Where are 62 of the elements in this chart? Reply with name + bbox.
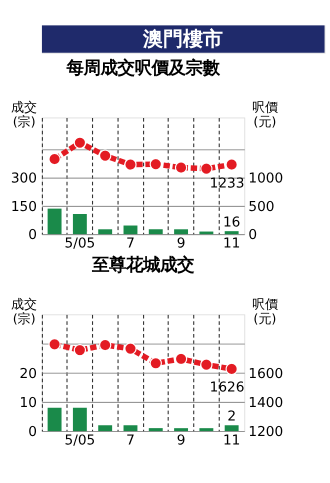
bar (98, 229, 112, 234)
y2-tick-label: 1200 (248, 424, 284, 440)
y-tick-label: 20 (20, 366, 37, 382)
x-tick-label: 7 (126, 235, 135, 252)
point (174, 161, 188, 174)
bar (72, 408, 87, 432)
bar (72, 214, 87, 234)
bar (224, 425, 239, 432)
chart-title: 澳門樓市 (142, 26, 224, 50)
y2-tick-label: 500 (248, 198, 274, 215)
bar (174, 229, 188, 234)
y2-tick-label: 1400 (248, 394, 284, 411)
point (174, 352, 188, 366)
point (99, 150, 112, 162)
y2-tick-label: 1600 (248, 366, 284, 382)
y-axis-title: 成交 (宗) (11, 100, 38, 130)
bar (48, 408, 62, 432)
bar (199, 428, 214, 432)
bar (224, 231, 239, 234)
y2-tick-label: 0 (248, 227, 258, 244)
point (48, 338, 61, 350)
x-tick-label: 7 (126, 432, 135, 448)
data-label: 2 (227, 408, 236, 425)
point (226, 362, 238, 376)
point (226, 158, 238, 171)
point (74, 344, 86, 356)
y-tick-label: 150 (10, 198, 37, 215)
chart-title: 至尊花城成交 (91, 256, 194, 276)
y-axis-title: 成交 (宗) (11, 296, 38, 328)
bar (174, 428, 188, 432)
chart-subtitle: 每周成交呎價及宗數 (66, 58, 221, 79)
y-tick-label: 10 (20, 394, 37, 411)
y2-axis-title: 呎價 (元) (252, 100, 278, 130)
data-label: 1233 (210, 175, 244, 192)
point (200, 358, 212, 371)
point (200, 162, 212, 175)
y-tick-label: 0 (28, 227, 37, 244)
point (124, 158, 137, 171)
point (99, 338, 112, 352)
bar (124, 226, 138, 234)
point (74, 136, 86, 149)
point (150, 158, 162, 170)
point (150, 357, 162, 370)
y2-axis-title: 呎價 (元) (252, 297, 278, 328)
point (48, 152, 61, 166)
x-tick-label: 9 (176, 235, 186, 252)
bar (48, 208, 62, 234)
x-tick-label: 5/05 (64, 235, 96, 252)
y2-tick-label: 1000 (248, 170, 284, 187)
bar (98, 425, 112, 432)
point (124, 342, 137, 355)
x-tick-label: 11 (222, 235, 240, 252)
x-tick-label: 11 (222, 432, 240, 448)
data-label: 1626 (210, 380, 244, 396)
y-tick-label: 300 (10, 170, 37, 187)
data-label: 16 (222, 214, 240, 231)
bar (148, 428, 163, 432)
y-tick-label: 0 (28, 424, 37, 440)
x-tick-label: 5/05 (64, 432, 96, 448)
bar (199, 232, 214, 234)
bar (124, 425, 138, 432)
x-tick-label: 9 (176, 432, 186, 448)
